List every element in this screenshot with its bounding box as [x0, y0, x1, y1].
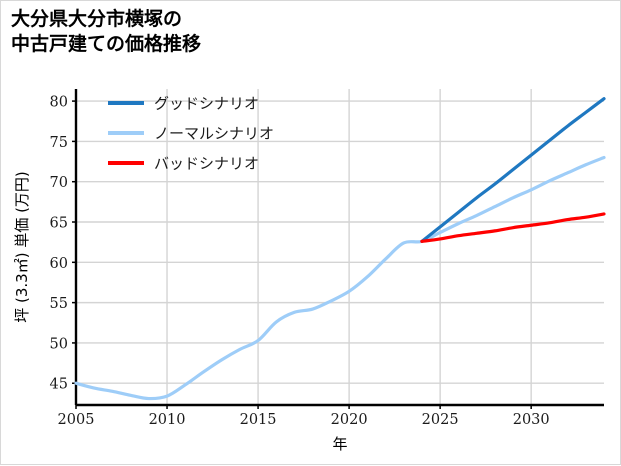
x-tick-label: 2025 [422, 412, 459, 428]
legend-label: バッドシナリオ [154, 155, 259, 173]
series-line [420, 212, 606, 243]
x-tick-label: 2015 [240, 412, 277, 428]
x-tick-label: 2005 [58, 412, 95, 428]
x-tick-label: 2030 [513, 412, 550, 428]
y-tick-label: 55 [50, 296, 68, 312]
y-tick-label: 45 [50, 377, 68, 393]
tick-labels: 45 50 55 60 65 70 75 80 2005 2010 2015 2020 2025 2030 [50, 95, 550, 428]
y-tick-label: 50 [50, 336, 68, 352]
y-axis-title: 坪 (3.3㎡) 単価 (万円) [13, 171, 31, 323]
y-tick-label: 65 [50, 216, 68, 232]
x-axis-title: 年 [332, 435, 347, 453]
y-tick-label: 70 [50, 175, 68, 191]
y-tick-label: 80 [50, 95, 68, 111]
gridlines [75, 89, 604, 405]
x-tick-label: 2010 [149, 412, 186, 428]
page-title: 大分県大分市横塚の 中古戸建ての価格推移 [11, 8, 202, 56]
legend-label: ノーマルシナリオ [154, 125, 274, 143]
series-line [420, 97, 606, 243]
data-series [74, 97, 606, 401]
y-tick-label: 75 [50, 135, 68, 151]
y-tick-label: 60 [50, 256, 68, 272]
axis-titles: 年 坪 (3.3㎡) 単価 (万円) [13, 171, 348, 453]
series-line [74, 155, 606, 401]
legend-label: グッドシナリオ [154, 95, 259, 113]
x-tick-label: 2020 [331, 412, 368, 428]
